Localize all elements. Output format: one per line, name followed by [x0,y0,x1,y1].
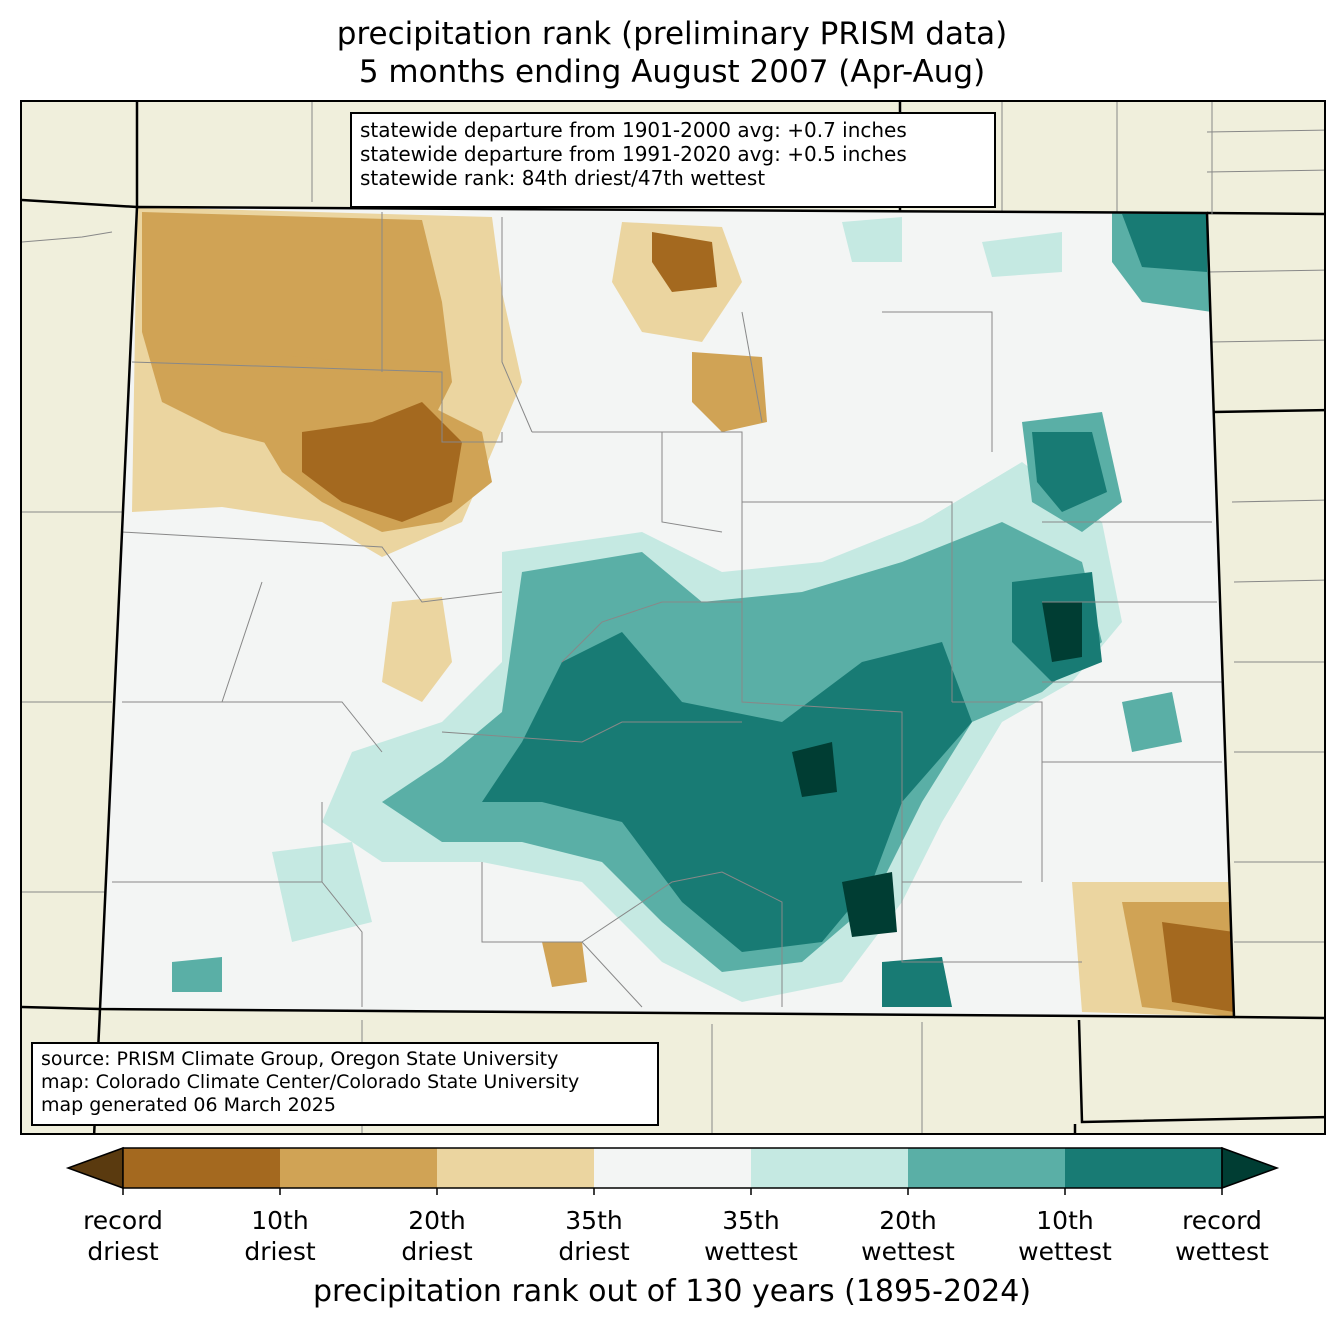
neighbor-county-lines [22,102,1324,1133]
colorbar-bin-wettest_20 [908,1148,1065,1188]
colorbar-border [122,1147,1223,1189]
tick-label-rank: 35th [722,1206,780,1235]
statewide-stats-box: statewide departure from 1901-2000 avg: … [350,112,996,208]
colorbar-tick-label: record wettest [1142,1205,1302,1267]
tick-label-rank: 10th [1036,1206,1094,1235]
tick-label-direction: driest [558,1237,630,1266]
colorbar-bin-driest_20 [280,1148,437,1188]
source-line-prism: source: PRISM Climate Group, Oregon Stat… [41,1048,559,1070]
tick-label-rank: 20th [408,1206,466,1235]
colorbar-bin-driest_35 [437,1148,594,1188]
colorbar-tick-label: 20th driest [357,1205,517,1267]
colorbar-bin-driest_10 [123,1148,280,1188]
precipitation-map [22,102,1324,1133]
colorbar-extend-record_wettest [1221,1146,1280,1190]
source-line-generated: map generated 06 March 2025 [41,1094,336,1116]
tick-label-direction: wettest [861,1237,955,1266]
colorbar-tick-label: 10th wettest [985,1205,1145,1267]
colorado-state-outline [98,205,1236,1019]
colorbar-bin-wettest_10 [1065,1148,1222,1188]
map-title-line-1: precipitation rank (preliminary PRISM da… [336,16,1008,52]
colorado-rank-field [100,207,1234,1017]
tick-label-direction: wettest [1018,1237,1112,1266]
tick-label-rank: 20th [879,1206,937,1235]
colorbar-tick-label: record driest [43,1205,203,1267]
tick-label-rank: record [83,1206,163,1235]
source-line-map: map: Colorado Climate Center/Colorado St… [41,1071,580,1093]
tick-label-rank: record [1182,1206,1262,1235]
tick-label-direction: wettest [704,1237,798,1266]
colorado-county-lines [112,212,1222,1008]
colorbar-tick-label: 10th driest [200,1205,360,1267]
colorbar-bin-neutral [594,1148,751,1188]
stats-departure-1901: statewide departure from 1901-2000 avg: … [360,118,907,142]
map-frame [20,100,1326,1135]
stats-rank: statewide rank: 84th driest/47th wettest [360,166,766,190]
colorbar-tick-label: 35th wettest [671,1205,831,1267]
colorbar-bin-wettest_35 [751,1148,908,1188]
colorbar-tick-label: 20th wettest [828,1205,988,1267]
colorbar-title: precipitation rank out of 130 years (189… [312,1274,1032,1309]
tick-label-rank: 35th [565,1206,623,1235]
colorbar-tick-label: 35th driest [514,1205,674,1267]
colorbar [65,1146,1280,1195]
tick-label-direction: driest [87,1237,159,1266]
tick-label-direction: wettest [1175,1237,1269,1266]
tick-label-rank: 10th [251,1206,309,1235]
source-box: source: PRISM Climate Group, Oregon Stat… [31,1042,659,1126]
map-title-line-2: 5 months ending August 2007 (Apr-Aug) [358,54,986,90]
tick-label-direction: driest [244,1237,316,1266]
colorbar-extend-record_driest [65,1146,124,1190]
tick-label-direction: driest [401,1237,473,1266]
stats-departure-1991: statewide departure from 1991-2020 avg: … [360,142,907,166]
